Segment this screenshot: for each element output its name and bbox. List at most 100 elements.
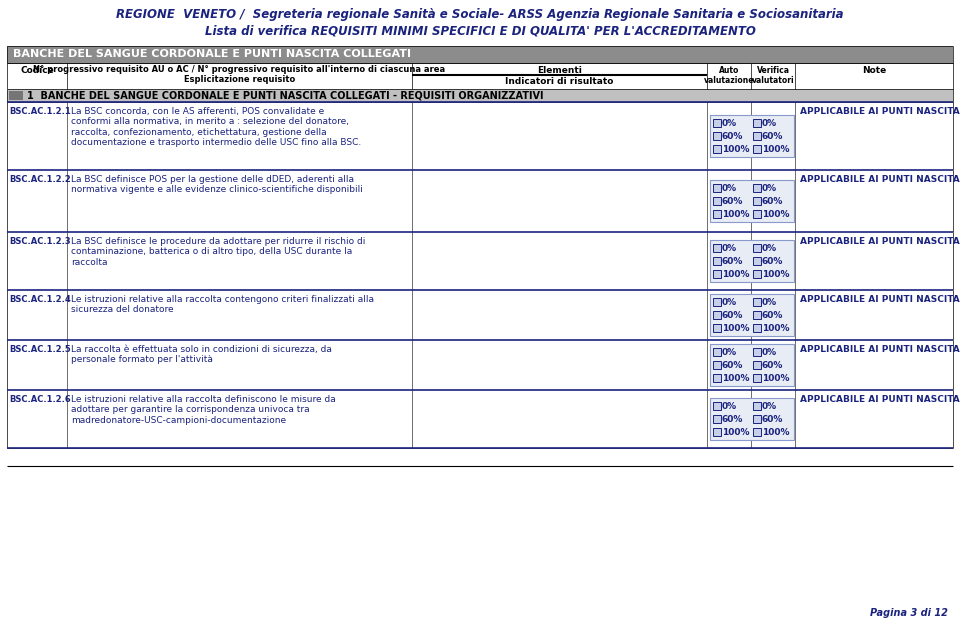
Bar [713,311,721,319]
Text: Verifica
valutatori: Verifica valutatori [752,66,794,85]
Text: 0%: 0% [722,184,737,193]
Text: N° progressivo requisito AU o AC / N° progressivo requisito all'interno di ciasc: N° progressivo requisito AU o AC / N° pr… [34,65,445,84]
Bar [9,91,23,100]
Bar [713,145,721,153]
Bar [713,298,721,306]
Bar [753,324,761,332]
Bar [753,270,761,278]
Text: 0%: 0% [762,402,778,411]
Text: 0%: 0% [762,348,778,357]
Bar [713,210,721,218]
Bar [713,348,721,356]
Bar [713,270,721,278]
Bar [713,184,721,192]
Text: 0%: 0% [722,348,737,357]
Bar [753,197,761,205]
Text: 100%: 100% [762,145,789,154]
Bar [7,290,953,340]
Text: 60%: 60% [722,311,743,320]
Bar [7,63,953,89]
Text: BSC.AC.1.2.6: BSC.AC.1.2.6 [9,395,71,404]
Text: La BSC definisce POS per la gestione delle dDED, aderenti alla
normativa vigente: La BSC definisce POS per la gestione del… [71,175,363,194]
Text: 100%: 100% [762,374,789,383]
Text: 100%: 100% [722,428,750,437]
Bar [753,244,761,252]
Text: 100%: 100% [722,270,750,279]
Text: Note: Note [862,66,886,75]
Text: BANCHE DEL SANGUE CORDONALE E PUNTI NASCITA COLLEGATI: BANCHE DEL SANGUE CORDONALE E PUNTI NASC… [13,49,411,59]
Text: La BSC definisce le procedure da adottare per ridurre il rischio di
contaminazio: La BSC definisce le procedure da adottar… [71,237,366,267]
Bar [753,145,761,153]
Text: 1  BANCHE DEL SANGUE CORDONALE E PUNTI NASCITA COLLEGATI - REQUISITI ORGANIZZATI: 1 BANCHE DEL SANGUE CORDONALE E PUNTI NA… [27,91,543,101]
Bar [753,402,761,410]
Bar [753,119,761,127]
Bar [713,257,721,265]
Text: Codice: Codice [20,66,54,75]
Text: Le istruzioni relative alla raccolta definiscono le misure da
adottare per garan: Le istruzioni relative alla raccolta def… [71,395,336,425]
Bar [710,294,794,336]
Text: 60%: 60% [722,361,743,370]
Bar [710,398,794,440]
Text: 100%: 100% [722,374,750,383]
Text: 100%: 100% [722,145,750,154]
Bar [713,119,721,127]
Text: BSC.AC.1.2.2: BSC.AC.1.2.2 [9,175,71,184]
Text: 60%: 60% [762,415,783,424]
Text: 0%: 0% [722,402,737,411]
Text: BSC.AC.1.2.5: BSC.AC.1.2.5 [9,345,71,354]
Text: 0%: 0% [762,184,778,193]
Text: APPLICABILE AI PUNTI NASCITA: APPLICABILE AI PUNTI NASCITA [800,107,960,116]
Text: 0%: 0% [762,244,778,253]
Text: 100%: 100% [762,210,789,219]
Text: 0%: 0% [722,298,737,307]
Text: 0%: 0% [762,119,778,128]
Text: 100%: 100% [762,324,789,333]
Bar [713,197,721,205]
Text: 0%: 0% [722,119,737,128]
Bar [753,132,761,140]
Bar [753,348,761,356]
Text: 60%: 60% [722,197,743,206]
Bar [753,210,761,218]
Text: 60%: 60% [722,415,743,424]
Text: 60%: 60% [762,257,783,266]
Bar [7,232,953,290]
Text: 60%: 60% [762,132,783,141]
Bar [753,361,761,369]
Bar [710,180,794,222]
Text: APPLICABILE AI PUNTI NASCITA: APPLICABILE AI PUNTI NASCITA [800,175,960,184]
Bar [710,344,794,386]
Bar [713,374,721,382]
Bar [713,402,721,410]
Text: APPLICABILE AI PUNTI NASCITA: APPLICABILE AI PUNTI NASCITA [800,395,960,404]
Text: Elementi: Elementi [537,66,582,75]
Bar [753,257,761,265]
Text: Lista di verifica REQUISITI MINIMI SPECIFICI E DI QUALITA' PER L'ACCREDITAMENTO: Lista di verifica REQUISITI MINIMI SPECI… [204,24,756,37]
Text: Indicatori di risultato: Indicatori di risultato [505,77,613,87]
Text: BSC.AC.1.2.3: BSC.AC.1.2.3 [9,237,71,246]
Bar [7,170,953,232]
Bar [7,390,953,448]
Bar [7,340,953,390]
Text: Auto
valutazione: Auto valutazione [704,66,755,85]
Bar [7,102,953,170]
Bar [713,324,721,332]
Text: 60%: 60% [722,257,743,266]
Text: APPLICABILE AI PUNTI NASCITA: APPLICABILE AI PUNTI NASCITA [800,345,960,354]
Bar [713,132,721,140]
Bar [753,374,761,382]
Text: 100%: 100% [722,210,750,219]
Bar [710,115,794,157]
Text: 60%: 60% [762,361,783,370]
Text: La raccolta è effettuata solo in condizioni di sicurezza, da
personale formato p: La raccolta è effettuata solo in condizi… [71,345,332,364]
Text: 100%: 100% [762,428,789,437]
Text: Le istruzioni relative alla raccolta contengono criteri finalizzati alla
sicurez: Le istruzioni relative alla raccolta con… [71,295,374,315]
Text: APPLICABILE AI PUNTI NASCITA: APPLICABILE AI PUNTI NASCITA [800,237,960,246]
Text: 0%: 0% [722,244,737,253]
Bar [713,415,721,423]
Bar [713,361,721,369]
Text: 60%: 60% [762,311,783,320]
Bar [713,428,721,436]
Bar [7,89,953,102]
Bar [7,46,953,63]
